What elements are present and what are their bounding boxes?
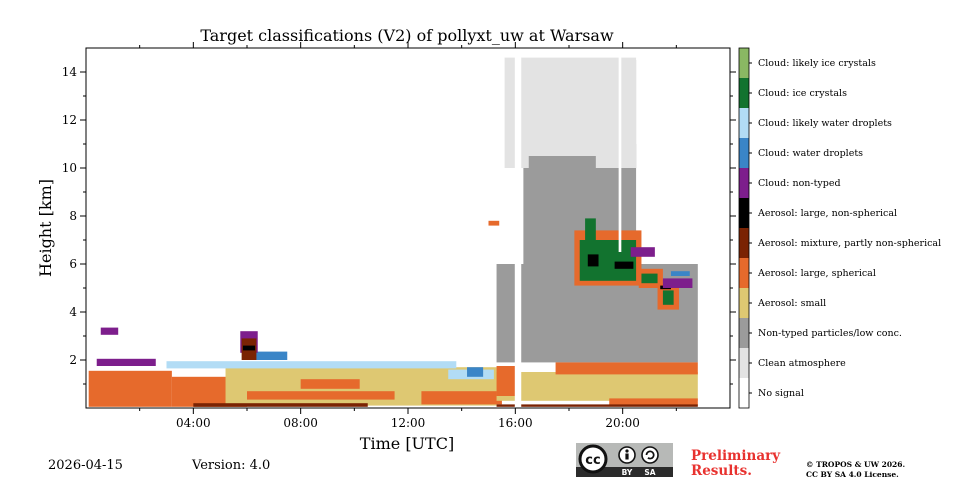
copyright-line1: © TROPOS & UW 2026. (806, 460, 906, 469)
colorbar-swatch-9 (739, 108, 749, 138)
colorbar-label-2: Non-typed particles/low conc. (758, 328, 902, 339)
x-axis: 04:00 08:00 12:00 16:00 20:00 (139, 42, 677, 430)
colorbar-frame (738, 47, 750, 409)
colorbar-label-9: Cloud: likely water droplets (758, 118, 892, 129)
class-region-42 (618, 48, 622, 252)
colorbar-swatch-5 (739, 228, 749, 258)
colorbar-swatch-3 (739, 288, 749, 318)
colorbar-swatch-1 (739, 348, 749, 378)
class-region-28 (614, 261, 634, 269)
colorbar-label-5: Aerosol: mixture, partly non-spherical (757, 238, 941, 249)
date-label: 2026-04-15 (48, 458, 123, 473)
y-tick-label-6: 14 (62, 65, 78, 79)
colorbar-swatch-6 (739, 198, 749, 228)
colorbar-swatch-0 (739, 378, 749, 408)
cc-icon (578, 444, 608, 474)
x-axis-label: Time [UTC] (360, 434, 454, 453)
class-region-5 (193, 403, 368, 407)
sa-text: SA (644, 468, 655, 477)
class-region-0 (88, 370, 172, 407)
colorbar-swatch-11 (739, 48, 749, 78)
class-region-17 (504, 57, 637, 168)
class-region-39 (242, 345, 256, 351)
preliminary-line1: Preliminary (691, 448, 781, 464)
preliminary-results-note: Preliminary Results. (691, 449, 780, 479)
colorbar-label-1: Clean atmosphere (758, 358, 846, 369)
class-region-10 (100, 327, 119, 335)
class-region-9 (96, 358, 156, 366)
preliminary-line2: Results. (691, 463, 752, 479)
colorbar-label-7: Cloud: non-typed (758, 178, 841, 189)
x-tick-label-2: 12:00 (391, 416, 426, 430)
class-region-23 (496, 404, 698, 407)
class-region-29 (630, 247, 655, 257)
x-tick-label-4: 20:00 (605, 416, 640, 430)
class-region-8 (255, 351, 288, 360)
y-axis: 2 4 6 8 10 12 14 (62, 65, 736, 385)
colorbar-label-11: Cloud: likely ice crystals (758, 58, 876, 69)
x-tick-label-0: 04:00 (176, 416, 211, 430)
colorbar-swatch-4 (739, 258, 749, 288)
version-label: Version: 4.0 (192, 458, 271, 473)
class-region-41 (514, 48, 522, 408)
class-region-12 (467, 367, 484, 377)
colorbar-swatch-10 (739, 78, 749, 108)
plot-area (88, 48, 698, 408)
colorbar-swatch-7 (739, 168, 749, 198)
colorbar-label-4: Aerosol: large, spherical (757, 268, 876, 279)
y-tick-label-1: 4 (69, 305, 77, 319)
class-region-26 (585, 218, 596, 240)
colorbar-label-10: Cloud: ice crystals (758, 88, 847, 99)
share-alike-icon (641, 446, 659, 464)
chart-title: Target classifications (V2) of pollyxt_u… (200, 26, 614, 45)
class-region-6 (421, 391, 502, 405)
class-region-27 (587, 254, 599, 267)
colorbar-label-0: No signal (758, 388, 804, 399)
class-region-31 (641, 273, 658, 284)
colorbar-label-3: Aerosol: small (757, 298, 826, 309)
class-region-36 (670, 271, 690, 276)
y-tick-label-0: 2 (69, 353, 77, 367)
class-region-19 (496, 372, 698, 401)
cc-license-badge: cc BY SA (576, 443, 673, 477)
class-region-20 (496, 366, 516, 396)
x-tick-label-3: 16:00 (498, 416, 533, 430)
colorbar-label-8: Cloud: water droplets (758, 148, 863, 159)
class-region-21 (555, 362, 698, 375)
x-tick-label-1: 08:00 (283, 416, 318, 430)
colorbar-swatch-8 (739, 138, 749, 168)
colorbar-legend: No signal Clean atmosphere Non-typed parti… (738, 47, 941, 409)
y-tick-label-3: 8 (69, 209, 77, 223)
class-region-35 (662, 278, 693, 288)
y-tick-label-5: 12 (62, 113, 77, 127)
colorbar-swatch-2 (739, 318, 749, 348)
class-region-22 (609, 398, 698, 406)
class-region-4 (300, 379, 360, 389)
by-text: BY (622, 468, 633, 477)
y-tick-label-4: 10 (62, 161, 77, 175)
colorbar-label-6: Aerosol: large, non-spherical (757, 208, 897, 219)
copyright-line2: CC BY SA 4.0 License. (806, 470, 899, 479)
cc-text: cc (585, 453, 600, 468)
class-region-40 (488, 220, 500, 226)
class-region-3 (247, 391, 395, 400)
y-tick-label-2: 6 (69, 257, 77, 271)
class-region-33 (662, 290, 674, 305)
copyright-notice: © TROPOS & UW 2026. CC BY SA 4.0 License… (806, 460, 905, 480)
y-axis-label: Height [km] (36, 179, 55, 277)
class-region-7 (166, 361, 457, 369)
